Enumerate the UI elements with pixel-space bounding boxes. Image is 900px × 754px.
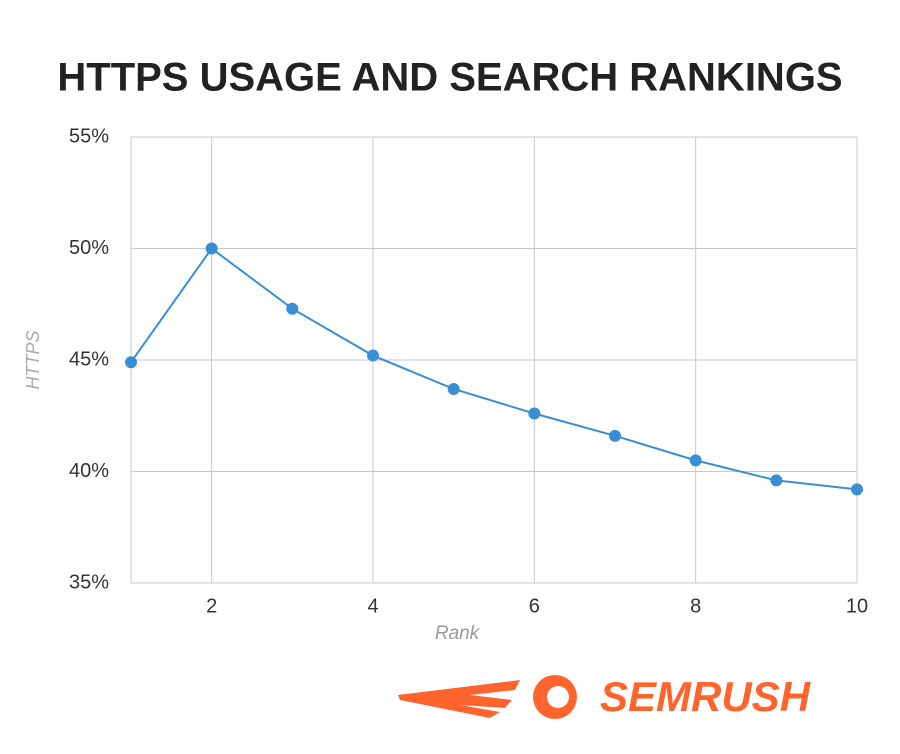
x-axis-label: Rank	[435, 623, 481, 644]
x-tick-label: 6	[529, 595, 540, 617]
chart-title: HTTPS USAGE AND SEARCH RANKINGS	[57, 56, 842, 100]
y-tick-label: 55%	[69, 125, 109, 147]
point	[851, 483, 863, 496]
logo: SEMRUSH	[398, 673, 812, 720]
y-tick-label: 45%	[69, 348, 109, 370]
point	[367, 349, 379, 362]
point	[609, 429, 621, 442]
point	[528, 407, 541, 420]
point	[770, 474, 783, 487]
logo-ball-inner	[547, 686, 569, 708]
line	[130, 247, 858, 491]
y-tick-label: 50%	[69, 237, 109, 259]
x-tick-label: 10	[846, 595, 868, 617]
point	[286, 302, 299, 315]
y-tick-label: 40%	[69, 460, 109, 482]
point	[689, 454, 702, 467]
logo-swoosh	[398, 680, 520, 718]
y-tick-label: 35%	[69, 571, 109, 593]
x-tick-label: 8	[690, 595, 701, 617]
point	[447, 382, 460, 395]
y-axis-label: HTTPS	[23, 330, 43, 389]
x-tick-label: 2	[206, 595, 217, 617]
logo-text: SEMRUSH	[600, 673, 812, 720]
x-tick-label: 4	[367, 595, 378, 617]
point	[125, 356, 137, 369]
point	[205, 242, 218, 255]
